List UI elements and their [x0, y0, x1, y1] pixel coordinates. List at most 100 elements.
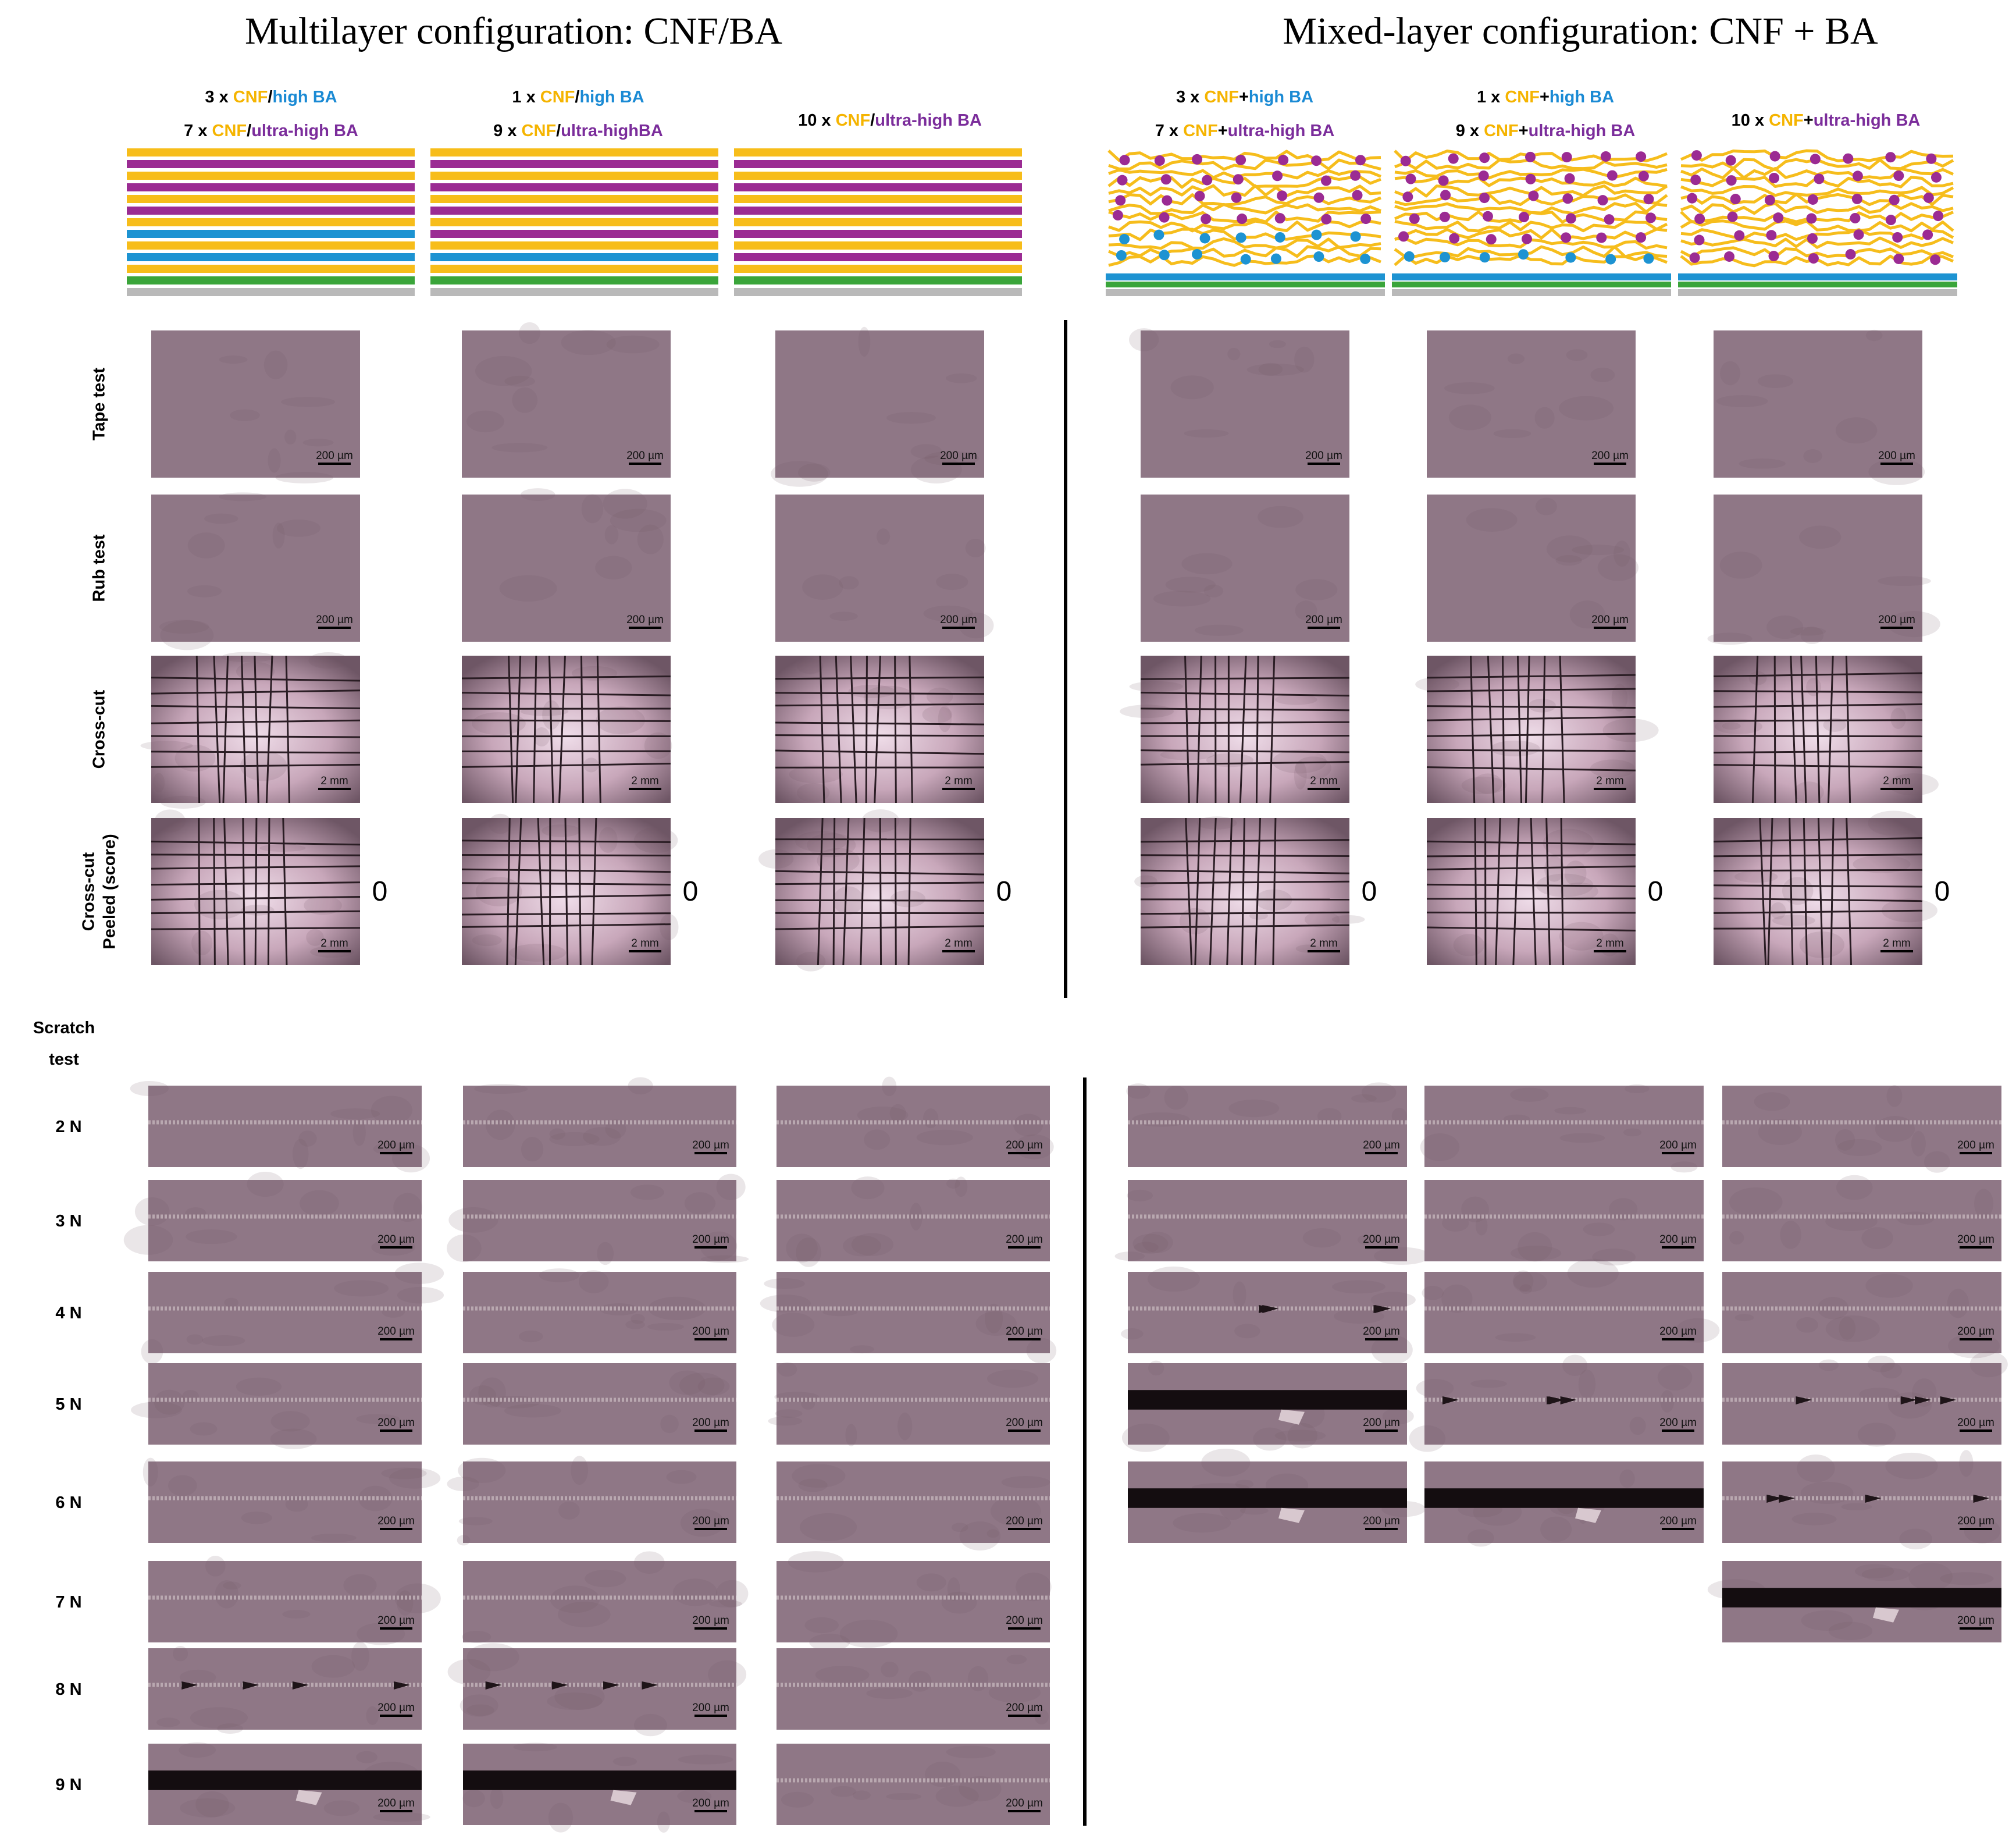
load-label: 6 N — [55, 1493, 81, 1512]
fiber — [1108, 184, 1381, 197]
texture — [358, 1485, 393, 1512]
label-part: CNF — [1505, 88, 1540, 106]
texture — [585, 1570, 626, 1588]
texture — [1510, 1087, 1549, 1102]
texture — [1246, 364, 1304, 376]
micrograph — [1427, 656, 1636, 803]
particle — [1807, 233, 1818, 244]
fiber — [1394, 227, 1668, 241]
scale-label: 200 µm — [1305, 614, 1342, 626]
particle — [1199, 233, 1210, 244]
micrograph — [462, 330, 671, 478]
particle — [1405, 173, 1416, 184]
cut-line — [1767, 817, 1773, 966]
texture — [1803, 449, 1822, 463]
cut-line — [533, 655, 537, 803]
texture — [1535, 497, 1558, 515]
cut-line — [1713, 837, 1923, 842]
texture — [1013, 1114, 1043, 1137]
texture — [1441, 1284, 1473, 1313]
particle — [1600, 151, 1611, 162]
cut-line — [832, 817, 836, 966]
layer — [734, 195, 1022, 203]
label-part: high BA — [1550, 88, 1614, 106]
particle — [1643, 194, 1654, 205]
scale-label: 200 µm — [1659, 1417, 1697, 1429]
scale-label: 200 µm — [1363, 1139, 1400, 1151]
texture — [352, 1119, 366, 1146]
cut-line — [1713, 750, 1923, 754]
particle — [1845, 249, 1856, 260]
cut-line — [508, 655, 514, 803]
texture — [700, 1231, 738, 1261]
texture — [215, 1580, 239, 1609]
micrograph — [1714, 495, 1922, 642]
texture — [491, 443, 548, 453]
micrograph — [463, 1648, 736, 1730]
micrograph — [777, 1086, 1050, 1167]
texture — [612, 1756, 637, 1766]
texture — [447, 1234, 482, 1263]
scale-label: 2 mm — [631, 775, 659, 787]
fiber — [1107, 150, 1381, 162]
particle — [1119, 234, 1130, 245]
texture — [1825, 1315, 1880, 1342]
scale-label: 200 µm — [692, 1417, 729, 1429]
cut-line — [1713, 884, 1923, 888]
particle — [1638, 170, 1649, 182]
texture — [224, 1297, 239, 1308]
texture — [1294, 346, 1315, 373]
texture — [1466, 508, 1518, 532]
particle — [1525, 151, 1536, 162]
texture — [490, 1787, 504, 1809]
texture — [923, 1108, 939, 1129]
chip — [1973, 1495, 1990, 1503]
cut-line — [1255, 655, 1259, 803]
texture — [302, 439, 334, 447]
texture — [1416, 1379, 1454, 1397]
texture — [311, 1533, 357, 1542]
micrograph — [777, 1648, 1050, 1730]
chip — [485, 1681, 502, 1690]
sample-label: 10 x CNF+ultra-high BA — [1732, 111, 1921, 130]
label-part: + — [1804, 111, 1814, 130]
texture — [521, 1137, 544, 1162]
texture — [276, 519, 321, 537]
cut-line — [1751, 655, 1759, 803]
texture — [925, 1761, 961, 1787]
chip — [1796, 1396, 1812, 1404]
texture — [1295, 600, 1317, 621]
texture — [965, 538, 986, 558]
micrograph — [1427, 330, 1636, 478]
texture — [300, 1190, 339, 1217]
texture — [191, 930, 213, 955]
fiber — [1680, 228, 1954, 241]
texture — [863, 685, 915, 710]
layer — [430, 172, 718, 180]
texture — [1026, 1338, 1057, 1364]
texture — [946, 1178, 960, 1189]
sample-label: 10 x CNF/ultra-high BA — [798, 111, 982, 130]
micrograph — [148, 1461, 422, 1543]
label-part: ultra-high BA — [1228, 122, 1335, 140]
chip — [642, 1681, 658, 1690]
texture — [292, 1139, 309, 1169]
particle — [1727, 211, 1738, 222]
layer — [430, 241, 718, 250]
texture — [1861, 1567, 1910, 1581]
texture — [173, 1645, 188, 1662]
layer — [734, 207, 1022, 215]
texture — [882, 1076, 897, 1097]
texture — [798, 463, 831, 482]
particle — [1478, 170, 1489, 182]
cut-line — [1846, 817, 1853, 966]
layer — [734, 230, 1022, 238]
texture — [475, 877, 522, 906]
texture — [1924, 1151, 1950, 1173]
particle — [1808, 253, 1819, 264]
cut-line — [1140, 749, 1350, 753]
texture — [143, 1457, 158, 1487]
texture — [935, 1786, 979, 1807]
particle — [1440, 251, 1451, 262]
